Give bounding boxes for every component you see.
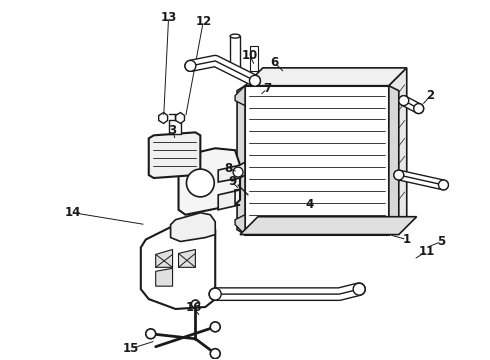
Bar bbox=[250, 46, 258, 71]
Circle shape bbox=[353, 283, 365, 295]
Polygon shape bbox=[245, 68, 407, 86]
Circle shape bbox=[210, 322, 220, 332]
Polygon shape bbox=[218, 190, 240, 210]
Text: 2: 2 bbox=[426, 89, 435, 102]
Text: 8: 8 bbox=[224, 162, 232, 175]
Text: 7: 7 bbox=[263, 82, 271, 95]
Circle shape bbox=[187, 169, 214, 197]
Polygon shape bbox=[178, 148, 240, 215]
Text: 1: 1 bbox=[403, 233, 411, 246]
Polygon shape bbox=[240, 217, 416, 235]
Circle shape bbox=[414, 104, 424, 113]
Text: 14: 14 bbox=[65, 206, 81, 219]
Text: 11: 11 bbox=[418, 245, 435, 258]
Polygon shape bbox=[141, 222, 215, 309]
Polygon shape bbox=[245, 86, 389, 235]
Circle shape bbox=[399, 96, 409, 105]
Text: 5: 5 bbox=[438, 235, 445, 248]
Text: 13: 13 bbox=[160, 11, 177, 24]
Text: 9: 9 bbox=[228, 175, 236, 189]
Circle shape bbox=[394, 170, 404, 180]
Polygon shape bbox=[175, 113, 184, 123]
Text: 15: 15 bbox=[122, 342, 139, 355]
Circle shape bbox=[439, 180, 448, 190]
Circle shape bbox=[192, 300, 199, 308]
Circle shape bbox=[146, 329, 156, 339]
Circle shape bbox=[233, 167, 243, 177]
Polygon shape bbox=[237, 86, 245, 235]
Polygon shape bbox=[171, 213, 215, 242]
Polygon shape bbox=[218, 162, 245, 182]
Circle shape bbox=[209, 288, 221, 300]
Circle shape bbox=[414, 104, 424, 113]
Circle shape bbox=[185, 60, 196, 71]
Ellipse shape bbox=[230, 34, 240, 38]
Polygon shape bbox=[235, 86, 245, 105]
Text: 16: 16 bbox=[185, 301, 201, 314]
Polygon shape bbox=[149, 132, 200, 178]
Text: 6: 6 bbox=[270, 57, 279, 69]
Text: 3: 3 bbox=[169, 124, 176, 137]
Circle shape bbox=[249, 75, 260, 86]
Polygon shape bbox=[389, 68, 407, 235]
Text: 10: 10 bbox=[242, 49, 258, 63]
Polygon shape bbox=[156, 268, 172, 286]
Bar bbox=[169, 121, 180, 134]
Polygon shape bbox=[159, 113, 168, 123]
Text: 4: 4 bbox=[305, 198, 314, 211]
Bar bbox=[230, 36, 240, 71]
Polygon shape bbox=[235, 215, 245, 235]
Polygon shape bbox=[178, 249, 196, 267]
Polygon shape bbox=[156, 249, 172, 267]
Text: 12: 12 bbox=[195, 15, 212, 28]
Circle shape bbox=[210, 349, 220, 359]
Polygon shape bbox=[389, 86, 399, 235]
